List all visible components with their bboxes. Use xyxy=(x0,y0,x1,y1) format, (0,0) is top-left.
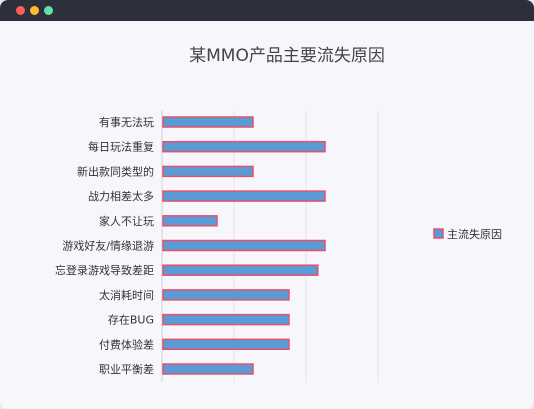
category-label: 游戏好友/情缘退游 xyxy=(62,239,154,253)
bar[interactable] xyxy=(162,363,254,375)
close-button[interactable] xyxy=(16,6,25,15)
bar[interactable] xyxy=(162,289,290,301)
category-label: 付费体验差 xyxy=(99,337,154,351)
bars xyxy=(162,116,326,375)
category-label: 太消耗时间 xyxy=(99,288,154,302)
category-label: 忘登录游戏导致差距 xyxy=(55,263,154,277)
category-label: 每日玩法重复 xyxy=(88,140,154,154)
legend-label: 主流失原因 xyxy=(447,227,502,241)
category-label: 职业平衡差 xyxy=(99,362,154,376)
bar[interactable] xyxy=(162,239,326,252)
legend-swatch xyxy=(433,228,444,239)
legend[interactable]: 主流失原因 xyxy=(433,227,502,241)
bar[interactable] xyxy=(162,215,218,227)
title-bar xyxy=(0,0,534,21)
minimize-button[interactable] xyxy=(30,6,39,15)
bar[interactable] xyxy=(162,313,290,326)
category-labels: 有事无法玩每日玩法重复新出款同类型的战力相差太多家人不让玩游戏好友/情缘退游忘登… xyxy=(55,115,154,376)
bar[interactable] xyxy=(162,116,254,128)
bar[interactable] xyxy=(162,165,254,178)
bar[interactable] xyxy=(162,264,319,276)
bar[interactable] xyxy=(162,190,326,202)
category-label: 战力相差太多 xyxy=(88,189,154,203)
category-label: 有事无法玩 xyxy=(99,115,154,129)
category-label: 家人不让玩 xyxy=(99,214,154,228)
bar[interactable] xyxy=(162,338,290,351)
category-label: 新出款同类型的 xyxy=(77,164,154,178)
bar[interactable] xyxy=(162,140,326,153)
category-label: 存在BUG xyxy=(108,313,154,327)
chart-title: 某MMO产品主要流失原因 xyxy=(189,46,385,66)
maximize-button[interactable] xyxy=(44,6,53,15)
